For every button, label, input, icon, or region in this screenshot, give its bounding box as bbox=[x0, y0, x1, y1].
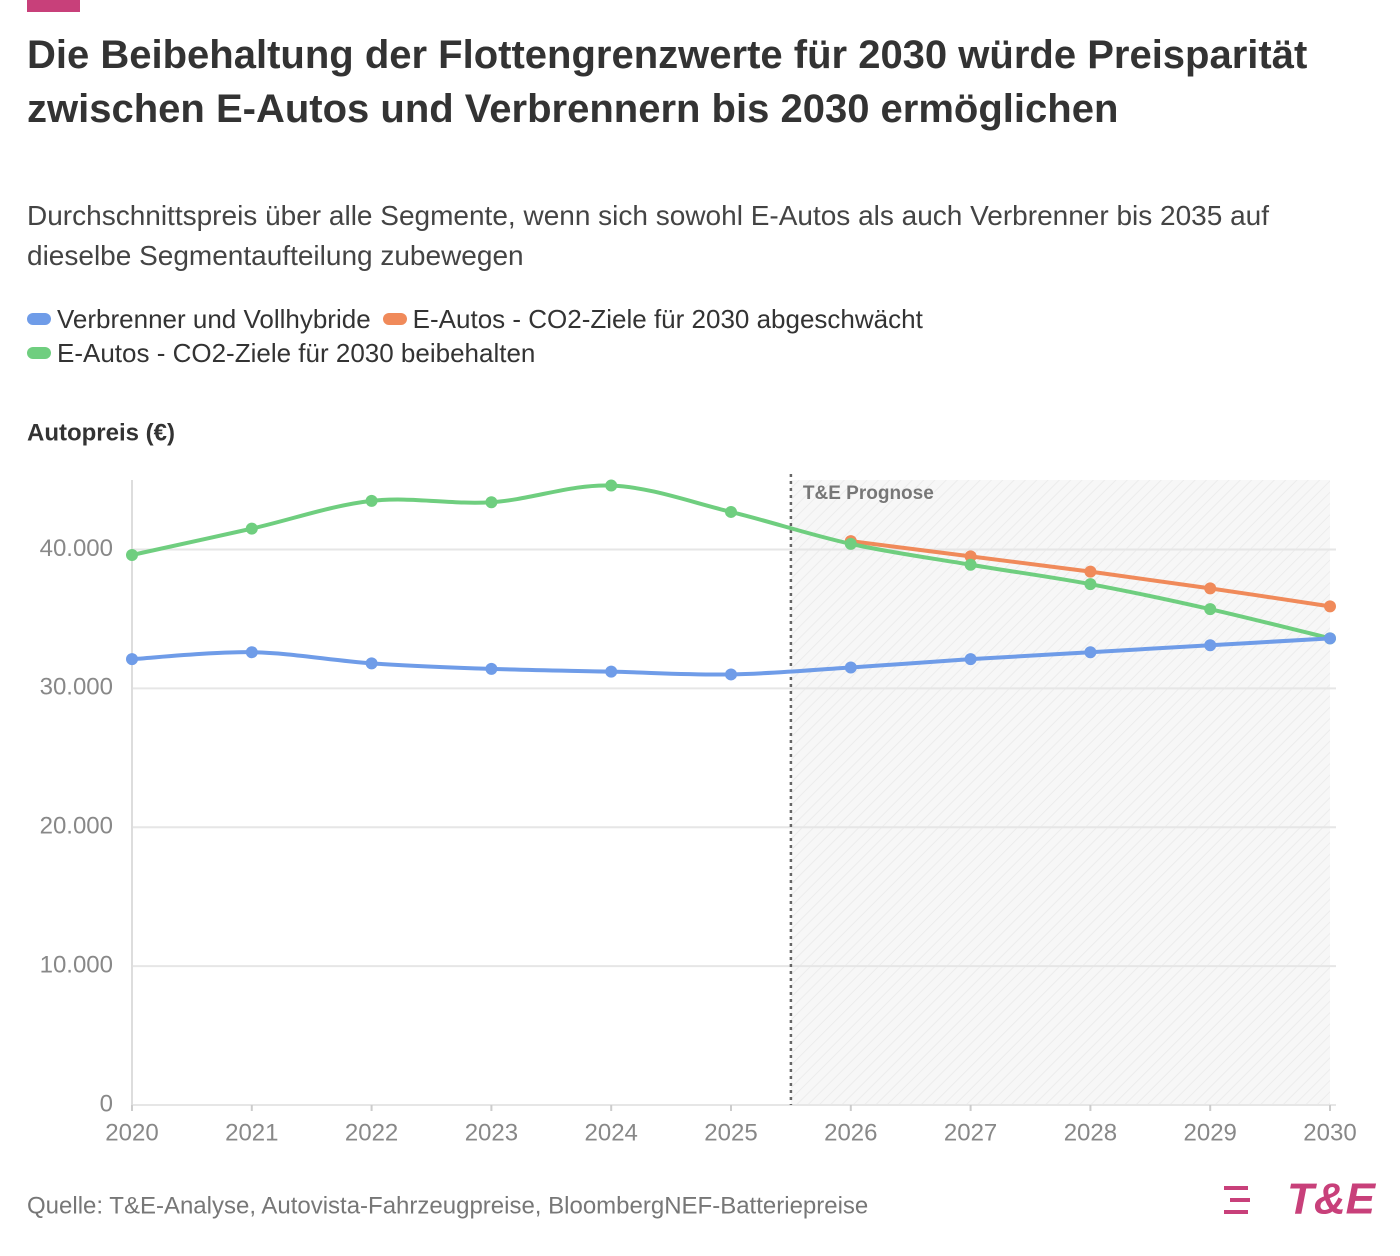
data-point bbox=[605, 665, 618, 678]
data-point bbox=[964, 550, 977, 563]
data-point bbox=[126, 549, 138, 561]
x-tick-label: 2021 bbox=[225, 1119, 278, 1146]
x-tick-label: 2026 bbox=[824, 1119, 877, 1146]
legend-item: E-Autos - CO2-Ziele für 2030 beibehalten bbox=[27, 336, 535, 370]
data-point bbox=[1084, 565, 1097, 578]
y-tick-label: 0 bbox=[100, 1090, 113, 1117]
data-point bbox=[725, 668, 737, 681]
data-point bbox=[725, 505, 737, 518]
data-point bbox=[365, 657, 378, 670]
legend-swatch bbox=[27, 347, 51, 359]
source: Quelle: T&E-Analyse, Autovista-Fahrzeugp… bbox=[27, 1192, 868, 1219]
y-tick-label: 40.000 bbox=[40, 535, 113, 562]
x-tick-label: 2028 bbox=[1064, 1119, 1117, 1146]
x-tick-label: 2025 bbox=[704, 1119, 757, 1146]
logo-stripes bbox=[1224, 1186, 1250, 1214]
logo: T&E bbox=[1287, 1175, 1377, 1224]
chart-subtitle: Durchschnittspreis über alle Segmente, w… bbox=[27, 200, 1270, 271]
data-point bbox=[964, 558, 977, 571]
data-point bbox=[844, 537, 857, 550]
data-point bbox=[1204, 582, 1217, 595]
data-point bbox=[1324, 600, 1336, 613]
accent-bar bbox=[27, 0, 80, 12]
data-point bbox=[1204, 603, 1217, 616]
data-point bbox=[964, 653, 977, 666]
data-point bbox=[1084, 578, 1097, 591]
data-point bbox=[245, 522, 258, 535]
legend-label: E-Autos - CO2-Ziele für 2030 abgeschwäch… bbox=[412, 304, 923, 334]
y-axis-label: Autopreis (€) bbox=[27, 419, 175, 446]
data-point bbox=[1084, 646, 1097, 659]
legend: Verbrenner und Vollhybride E-Autos - CO2-… bbox=[27, 302, 1067, 370]
legend-swatch bbox=[27, 313, 51, 325]
legend-item: E-Autos - CO2-Ziele für 2030 abgeschwäch… bbox=[382, 302, 923, 336]
legend-label: E-Autos - CO2-Ziele für 2030 beibehalten bbox=[57, 338, 536, 368]
x-tick-label: 2023 bbox=[465, 1119, 518, 1146]
x-tick-label: 2029 bbox=[1184, 1119, 1237, 1146]
y-tick-label: 10.000 bbox=[40, 951, 113, 978]
data-point bbox=[605, 479, 618, 492]
data-point bbox=[245, 646, 258, 659]
y-tick-label: 30.000 bbox=[40, 674, 113, 701]
data-point bbox=[485, 662, 498, 675]
legend-label: Verbrenner und Vollhybride bbox=[57, 304, 371, 334]
x-tick-label: 2030 bbox=[1303, 1119, 1356, 1146]
annotation: T&E Prognose bbox=[803, 483, 934, 504]
x-tick-label: 2027 bbox=[944, 1119, 997, 1146]
x-tick-label: 2022 bbox=[345, 1119, 398, 1146]
forecast-region bbox=[790, 480, 1330, 1105]
x-tick-label: 2020 bbox=[105, 1119, 158, 1146]
data-point bbox=[844, 661, 857, 674]
data-point bbox=[126, 653, 138, 666]
legend-swatch bbox=[382, 313, 407, 325]
data-point bbox=[1324, 632, 1336, 645]
data-point bbox=[365, 494, 378, 507]
data-point bbox=[485, 496, 498, 509]
chart-title: Die Beibehaltung der Flottengrenzwerte f… bbox=[27, 33, 1308, 131]
data-point bbox=[1204, 639, 1217, 652]
legend-item: Verbrenner und Vollhybride bbox=[27, 302, 371, 336]
x-tick-label: 2024 bbox=[585, 1119, 638, 1146]
y-tick-label: 20.000 bbox=[40, 813, 113, 840]
